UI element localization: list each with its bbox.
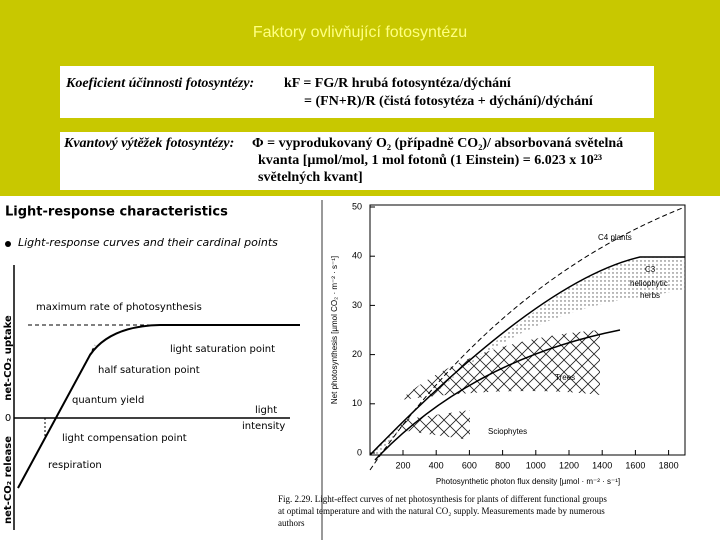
axis-label: Photosynthetic photon flux density [µmol… [436, 477, 620, 486]
formula-line: Φ = vyprodukovaný O₂ (případně CO₂)/ abs… [252, 136, 623, 151]
axis-label: Net photosynthesis [µmol CO₂ · m⁻² · s⁻¹… [330, 256, 339, 404]
c3-area [370, 257, 685, 455]
formula-label: Kvantový výtěžek fotosyntézy: [63, 136, 234, 151]
x-tick-label: 600 [462, 460, 477, 470]
x-tick-label: 1200 [559, 460, 579, 470]
right-figure: Net photosynthesis [µmol CO₂ · m⁻² · s⁻¹… [278, 200, 686, 540]
sciophyte-area [400, 410, 470, 440]
x-tick-label: 1600 [625, 460, 645, 470]
annotation: intensity [242, 421, 285, 432]
curve [17, 324, 300, 489]
curve-label: Trees [555, 373, 575, 382]
curve-label: C3 [645, 265, 656, 274]
c3-curve [374, 329, 621, 461]
formula-line: světelných kvant] [258, 170, 363, 185]
x-tick-label: 200 [395, 460, 410, 470]
annotation: maximum rate of photosynthesis [36, 302, 202, 313]
curve-label: C4 plants [598, 233, 632, 242]
formula-label: Koeficient účinnosti fotosyntézy: [65, 76, 254, 91]
x-tick-label: 1000 [526, 460, 546, 470]
formula-line: kvanta [µmol/mol, 1 mol fotonů (1 Einste… [258, 153, 602, 168]
plot-frame [369, 204, 686, 456]
annotation: light compensation point [62, 433, 187, 444]
bullet [5, 241, 11, 247]
formula-box [60, 132, 654, 190]
annotation: respiration [48, 460, 102, 471]
c4-curve [369, 206, 686, 471]
x-tick-label: 1400 [592, 460, 612, 470]
annotation: quantum yield [72, 395, 144, 406]
annotation: light saturation point [170, 344, 275, 355]
x-tick-label: 1800 [659, 460, 679, 470]
x-tick-label: 800 [495, 460, 510, 470]
formula-box [60, 66, 654, 118]
x-tick-label: 400 [429, 460, 444, 470]
caption: Fig. 2.29. Light-effect curves of net ph… [278, 494, 607, 504]
caption: at optimal temperature and with the natu… [278, 506, 605, 516]
caption: authors [278, 518, 305, 528]
axis-label: net-CO₂ uptake [3, 315, 14, 401]
slide-title: Faktory ovlivňující fotosyntézu [253, 24, 467, 41]
formula-line: kF = FG/R hrubá fotosyntéza/dýchání [284, 76, 512, 91]
axis-label: net-CO₂ release [3, 436, 14, 524]
figure-heading: Light-response characteristics [5, 205, 228, 220]
curve-label: heliophytic [630, 279, 668, 288]
bullet-text: Light-response curves and their cardinal… [18, 236, 278, 249]
y-tick-label: 30 [352, 300, 362, 310]
c4-curve [369, 256, 685, 456]
annotation: light [255, 405, 277, 416]
formula-line: = (FN+R)/R (čistá fotosytéza + dýchání)/… [304, 94, 594, 109]
y-tick-label: 20 [352, 349, 362, 359]
y-tick-label: 10 [352, 398, 362, 408]
left-figure: Light-response characteristics Light-res… [3, 205, 300, 530]
y-tick-label: 0 [357, 447, 362, 457]
y-tick-label: 40 [352, 251, 362, 261]
curve-label: Sciophytes [488, 427, 527, 436]
y-tick-label: 50 [352, 201, 362, 211]
curve-label: herbs [640, 291, 660, 300]
annotation: half saturation point [98, 365, 200, 376]
zero-label: 0 [5, 413, 11, 424]
trees-area [400, 330, 600, 400]
